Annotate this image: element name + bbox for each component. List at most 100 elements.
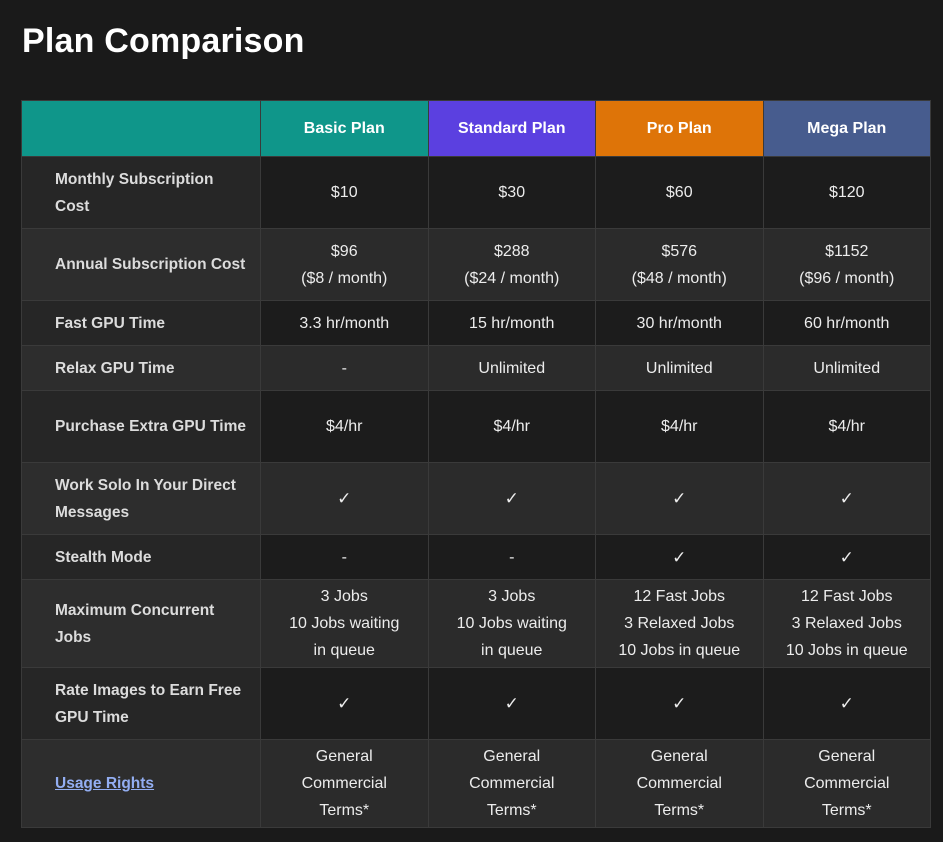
- mega-plan-value: Unlimited: [762, 345, 931, 391]
- standard-plan-check-icon: ✓: [427, 462, 596, 535]
- mega-plan-value: $4/hr: [762, 390, 931, 463]
- value-line: Commercial: [301, 775, 387, 792]
- table-row: Fast GPU Time 3.3 hr/month 15 hr/month 30 h…: [21, 300, 931, 346]
- feature-label: Fast GPU Time: [21, 300, 261, 346]
- table-row: Relax GPU Time - Unlimited Unlimited Unlimit…: [21, 345, 931, 391]
- value-line: in queue: [481, 642, 543, 659]
- pro-plan-value: Unlimited: [595, 345, 764, 391]
- value-line: Terms*: [821, 802, 872, 819]
- mega-plan-value: $120: [762, 156, 931, 229]
- feature-label: Annual Subscription Cost: [21, 228, 261, 301]
- feature-label: Stealth Mode: [21, 534, 261, 580]
- value-line: in queue: [313, 642, 375, 659]
- value-line: Terms*: [654, 802, 705, 819]
- value-line: 3 Jobs: [488, 588, 536, 605]
- value-line: Commercial: [636, 775, 722, 792]
- pro-plan-value: $576 ($48 / month): [595, 228, 764, 301]
- table-body: Monthly Subscription Cost $10 $30 $60 $120 An…: [21, 156, 931, 828]
- table-row: Monthly Subscription Cost $10 $30 $60 $120: [21, 156, 931, 229]
- mega-plan-check-icon: ✓: [762, 534, 931, 580]
- value-line: Terms*: [319, 802, 370, 819]
- standard-plan-value: General Commercial Terms*: [427, 739, 596, 828]
- value-line: ($48 / month): [631, 269, 727, 287]
- pro-plan-value: $4/hr: [595, 390, 764, 463]
- value-line: 10 Jobs waiting: [456, 615, 567, 632]
- mega-plan-value: $1152 ($96 / month): [762, 228, 931, 301]
- standard-plan-value: 15 hr/month: [427, 300, 596, 346]
- header-mega-plan: Mega Plan: [762, 100, 931, 157]
- pro-plan-value: $60: [595, 156, 764, 229]
- value-line: Commercial: [469, 775, 555, 792]
- pro-plan-value: 30 hr/month: [595, 300, 764, 346]
- pro-plan-check-icon: ✓: [595, 667, 764, 740]
- plan-comparison-table: Basic Plan Standard Plan Pro Plan Mega P…: [21, 100, 931, 828]
- pro-plan-value: 12 Fast Jobs 3 Relaxed Jobs 10 Jobs in que…: [595, 579, 764, 668]
- feature-label: Relax GPU Time: [21, 345, 261, 391]
- value-line: ($8 / month): [301, 269, 388, 287]
- mega-plan-value: General Commercial Terms*: [762, 739, 931, 828]
- table-header-row: Basic Plan Standard Plan Pro Plan Mega P…: [21, 100, 931, 157]
- value-line: $288: [493, 242, 530, 260]
- value-line: ($24 / month): [464, 269, 560, 287]
- value-line: 12 Fast Jobs: [800, 588, 893, 605]
- standard-plan-value: Unlimited: [427, 345, 596, 391]
- table-row: Usage Rights General Commercial Terms* Gener…: [21, 739, 931, 828]
- basic-plan-value: $96 ($8 / month): [260, 228, 429, 301]
- value-line: $1152: [825, 242, 869, 260]
- feature-label: Purchase Extra GPU Time: [21, 390, 261, 463]
- feature-label: Rate Images to Earn Free GPU Time: [21, 667, 261, 740]
- value-line: General: [650, 748, 708, 765]
- value-line: 3 Relaxed Jobs: [791, 615, 902, 632]
- feature-cell: Usage Rights: [21, 739, 261, 828]
- basic-plan-check-icon: ✓: [260, 667, 429, 740]
- table-row: Stealth Mode - - ✓ ✓: [21, 534, 931, 580]
- value-line: 3 Jobs: [320, 588, 368, 605]
- value-line: General: [315, 748, 373, 765]
- basic-plan-check-icon: ✓: [260, 462, 429, 535]
- value-line: 10 Jobs waiting: [289, 615, 400, 632]
- value-line: $96: [330, 242, 358, 260]
- basic-plan-value: $10: [260, 156, 429, 229]
- value-line: 12 Fast Jobs: [633, 588, 726, 605]
- header-basic-plan: Basic Plan: [260, 100, 429, 157]
- standard-plan-value: $4/hr: [427, 390, 596, 463]
- mega-plan-value: 12 Fast Jobs 3 Relaxed Jobs 10 Jobs in que…: [762, 579, 931, 668]
- standard-plan-value: $288 ($24 / month): [427, 228, 596, 301]
- header-pro-plan: Pro Plan: [595, 100, 764, 157]
- basic-plan-value: -: [260, 534, 429, 580]
- mega-plan-check-icon: ✓: [762, 667, 931, 740]
- value-line: Terms*: [486, 802, 537, 819]
- value-line: 10 Jobs in queue: [785, 642, 908, 659]
- pro-plan-value: General Commercial Terms*: [595, 739, 764, 828]
- standard-plan-check-icon: ✓: [427, 667, 596, 740]
- value-line: General: [818, 748, 876, 765]
- value-line: 10 Jobs in queue: [618, 642, 741, 659]
- mega-plan-check-icon: ✓: [762, 462, 931, 535]
- standard-plan-value: -: [427, 534, 596, 580]
- value-line: 3 Relaxed Jobs: [624, 615, 735, 632]
- header-standard-plan: Standard Plan: [427, 100, 596, 157]
- table-row: Rate Images to Earn Free GPU Time ✓ ✓ ✓ ✓: [21, 667, 931, 740]
- value-line: General: [483, 748, 541, 765]
- basic-plan-value: 3.3 hr/month: [260, 300, 429, 346]
- feature-label: Monthly Subscription Cost: [21, 156, 261, 229]
- basic-plan-value: $4/hr: [260, 390, 429, 463]
- usage-rights-link[interactable]: Usage Rights: [55, 775, 155, 792]
- table-row: Purchase Extra GPU Time $4/hr $4/hr $4/hr $4…: [21, 390, 931, 463]
- table-row: Maximum Concurrent Jobs 3 Jobs 10 Jobs wai…: [21, 579, 931, 668]
- table-row: Annual Subscription Cost $96 ($8 / month) $…: [21, 228, 931, 301]
- pro-plan-check-icon: ✓: [595, 534, 764, 580]
- page-title: Plan Comparison: [22, 22, 305, 60]
- feature-label: Maximum Concurrent Jobs: [21, 579, 261, 668]
- basic-plan-value: General Commercial Terms*: [260, 739, 429, 828]
- mega-plan-value: 60 hr/month: [762, 300, 931, 346]
- table-row: Work Solo In Your Direct Messages ✓ ✓ ✓ ✓: [21, 462, 931, 535]
- feature-label: Work Solo In Your Direct Messages: [21, 462, 261, 535]
- basic-plan-value: -: [260, 345, 429, 391]
- standard-plan-value: 3 Jobs 10 Jobs waiting in queue: [427, 579, 596, 668]
- value-line: Commercial: [804, 775, 890, 792]
- header-feature-column: [21, 100, 261, 157]
- basic-plan-value: 3 Jobs 10 Jobs waiting in queue: [260, 579, 429, 668]
- standard-plan-value: $30: [427, 156, 596, 229]
